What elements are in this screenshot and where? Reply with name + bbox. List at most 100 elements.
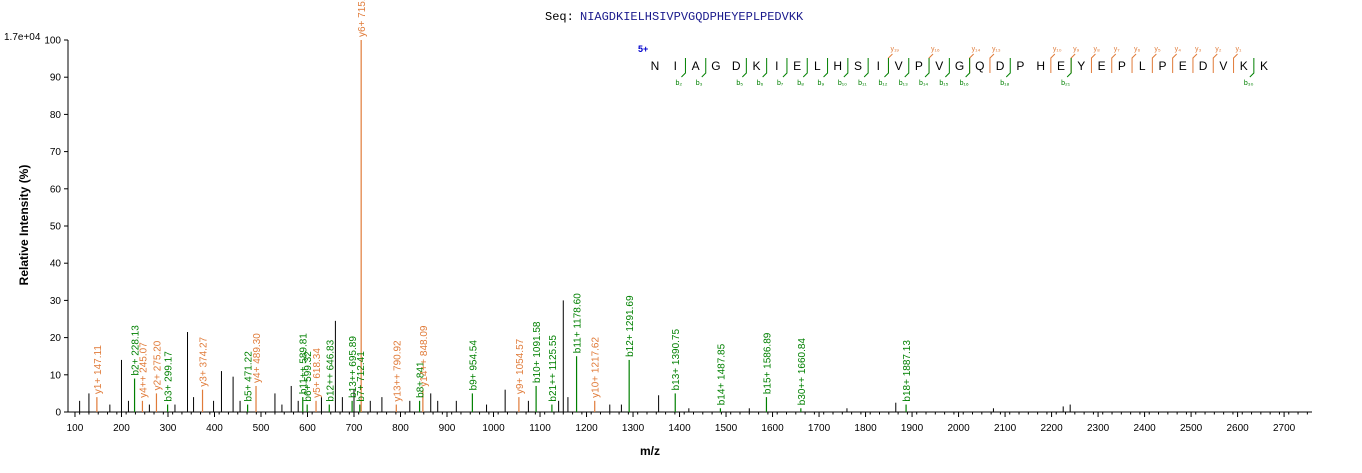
seq-label: Seq:	[545, 10, 574, 24]
y-tick-group: 0 10 20 30 40 50 60 70 80 90 100	[44, 36, 68, 419]
residue-letter: V	[895, 59, 903, 73]
b-cleavage-mark	[944, 58, 950, 78]
peak-label: b15+ 1586.89	[762, 332, 773, 394]
y-tick-label: 30	[50, 296, 62, 307]
x-tick-label: 2300	[1087, 423, 1110, 434]
x-tick-label: 1300	[622, 423, 645, 434]
y-cleavage-label: y₁₄	[972, 46, 981, 53]
residue-letter: P	[1158, 59, 1166, 73]
x-tick-label: 1100	[529, 423, 551, 434]
b-cleavage-mark	[924, 58, 930, 78]
b-cleavage-mark	[681, 58, 686, 78]
residue-letter: E	[1057, 59, 1065, 73]
b-cleavage-mark	[843, 58, 849, 78]
residue-letter: K	[1240, 59, 1248, 73]
peak-label: b12++ 646.83	[325, 339, 336, 401]
x-tick-label: 1900	[901, 423, 924, 434]
x-tick-label: 800	[392, 423, 409, 434]
y-tick-label: 90	[50, 73, 62, 84]
residue-letter: D	[732, 59, 741, 73]
peak-group	[79, 40, 1071, 412]
peak-label: y14++ 848.09	[419, 325, 430, 387]
residue-letter: A	[692, 59, 700, 73]
x-tick-label: 900	[439, 423, 456, 434]
b-cleavage-label: b₃	[696, 80, 703, 87]
y-tick-label: 40	[50, 259, 62, 270]
y-cleavage-mark	[1131, 53, 1137, 73]
b-cleavage-label: b₁₄	[919, 80, 928, 87]
b-cleavage-label: b₂₁	[1061, 80, 1071, 87]
peak-label: b30++ 1660.84	[797, 338, 808, 406]
y-cleavage-label: y₃	[1195, 46, 1202, 53]
b-cleavage-label: b₁₂	[878, 80, 887, 87]
y-tick-label: 10	[50, 370, 62, 381]
peak-label: b11++ 589.81	[299, 333, 310, 394]
y-cleavage-label: y₁₀	[1053, 46, 1062, 53]
peak-label: y6+ 715.4	[357, 0, 368, 37]
residue-letter: N	[651, 59, 660, 73]
residue-letter: K	[1260, 59, 1268, 73]
y-cleavage-mark	[928, 53, 934, 73]
b-cleavage-mark	[1249, 58, 1255, 78]
b-cleavage-label: b₉	[818, 80, 825, 87]
residue-letter: K	[752, 59, 760, 73]
x-tick-label: 1500	[715, 423, 738, 434]
y-cleavage-label: y₄	[1175, 46, 1182, 53]
b-cleavage-label: b₁₈	[1000, 80, 1009, 87]
y-tick-label: 0	[55, 408, 61, 419]
x-tick-label: 1600	[761, 423, 784, 434]
y-tick-label: 80	[50, 110, 62, 121]
residue-letter: Q	[975, 59, 984, 73]
y-cleavage-mark	[969, 53, 975, 73]
peak-label: b18+ 1887.13	[902, 340, 913, 402]
x-tick-label: 1700	[808, 423, 831, 434]
peak-label: y4+ 489.30	[252, 333, 263, 383]
residue-letter: P	[915, 59, 923, 73]
b-cleavage-mark	[701, 58, 707, 78]
b-cleavage-mark	[904, 58, 910, 78]
peak-label: b12+ 1291.69	[625, 295, 636, 357]
y-cleavage-label: y₁₃	[992, 46, 1001, 53]
peak-label: y1+ 147.11	[93, 345, 104, 394]
y-cleavage-mark	[1172, 53, 1178, 73]
b-cleavage-mark	[782, 58, 788, 78]
x-tick-label: 2600	[1226, 423, 1249, 434]
x-tick-label: 2500	[1180, 423, 1203, 434]
b-cleavage-label: b₁₁	[858, 80, 867, 87]
peak-label: b14+ 1487.85	[716, 343, 727, 405]
b-cleavage-mark	[965, 58, 971, 78]
peak-label: y4++ 245.07	[138, 342, 149, 398]
peak-label: y13++ 790.92	[392, 340, 403, 402]
residue-letter: I	[674, 59, 677, 73]
x-tick-label: 2000	[947, 423, 970, 434]
x-tick-label: 300	[160, 423, 177, 434]
b-cleavage-mark	[863, 58, 869, 78]
residue-letter: D	[1199, 59, 1208, 73]
y-tick-label: 20	[50, 333, 62, 344]
y-cleavage-label: y₂	[1215, 46, 1222, 53]
peak-label: y10+ 1217.62	[591, 337, 602, 398]
x-tick-label: 2700	[1273, 423, 1296, 434]
residue-letter: L	[814, 59, 821, 73]
peak-label: b8+ 841	[416, 361, 427, 398]
residue-letter: G	[711, 59, 720, 73]
charge-state-label: 5+	[638, 44, 648, 54]
x-tick-label: 700	[346, 423, 363, 434]
peak-label: y9+ 1054.57	[515, 338, 526, 394]
y-cleavage-mark	[1090, 53, 1096, 73]
b-cleavage-label: b₁₅	[939, 80, 948, 87]
seq-value: NIAGDKIELHSIVPVGQDPHEYEPLPEDVKK	[580, 10, 804, 24]
y-tick-label: 50	[50, 222, 62, 233]
residue-letter: G	[955, 59, 964, 73]
b-cleavage-mark	[1005, 58, 1011, 78]
b-cleavage-mark	[802, 58, 808, 78]
peak-label: b7+ 712.41	[356, 351, 367, 402]
x-tick-label: 200	[113, 423, 130, 434]
peak-label: y5+ 618.34	[312, 348, 323, 398]
y-axis-title: Relative Intensity (%)	[17, 165, 31, 286]
y-tick-label: 60	[50, 184, 62, 195]
b-cleavage-mark	[884, 58, 889, 78]
